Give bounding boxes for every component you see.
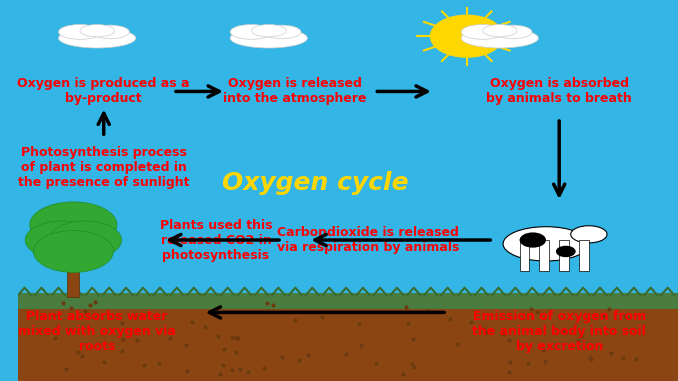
- Ellipse shape: [262, 25, 301, 39]
- Text: Plants used this
released CO2 in
photosynthesis: Plants used this released CO2 in photosy…: [160, 219, 272, 261]
- Ellipse shape: [230, 24, 273, 39]
- Ellipse shape: [58, 24, 102, 39]
- Text: Oxygen is released
into the atmosphere: Oxygen is released into the atmosphere: [224, 77, 367, 106]
- Bar: [579, 240, 589, 271]
- Ellipse shape: [58, 28, 136, 48]
- Ellipse shape: [556, 246, 576, 257]
- Ellipse shape: [252, 24, 286, 37]
- Text: Plant absorbs water
mixed with oxygen via
roots: Plant absorbs water mixed with oxygen vi…: [18, 310, 176, 353]
- Ellipse shape: [33, 231, 113, 272]
- Ellipse shape: [230, 28, 307, 48]
- FancyBboxPatch shape: [18, 293, 678, 309]
- FancyBboxPatch shape: [18, 297, 678, 381]
- Ellipse shape: [80, 24, 115, 37]
- Bar: [67, 251, 79, 297]
- Bar: [559, 240, 569, 271]
- Text: Oxygen is produced as a
by-product: Oxygen is produced as a by-product: [18, 77, 190, 106]
- Text: Oxygen is absorbed
by animals to breath: Oxygen is absorbed by animals to breath: [486, 77, 632, 106]
- Ellipse shape: [503, 227, 589, 261]
- Ellipse shape: [461, 28, 538, 48]
- Ellipse shape: [30, 202, 117, 248]
- Bar: [540, 240, 549, 271]
- Ellipse shape: [571, 226, 607, 243]
- Circle shape: [431, 15, 503, 57]
- Ellipse shape: [91, 25, 129, 39]
- Ellipse shape: [494, 25, 532, 39]
- Ellipse shape: [25, 221, 98, 259]
- Text: Photosynthesis process
of plant is completed in
the presence of sunlight: Photosynthesis process of plant is compl…: [18, 146, 189, 189]
- Bar: [519, 240, 530, 271]
- Ellipse shape: [49, 221, 121, 259]
- Ellipse shape: [461, 24, 504, 39]
- Ellipse shape: [519, 232, 546, 248]
- Text: Carbondioxide is released
via respiration by animals: Carbondioxide is released via respiratio…: [277, 226, 459, 254]
- Text: Emission of oxygen from
the animal body into soil
by excretion: Emission of oxygen from the animal body …: [473, 310, 646, 353]
- Text: Oxygen cycle: Oxygen cycle: [222, 171, 408, 195]
- Ellipse shape: [483, 24, 517, 37]
